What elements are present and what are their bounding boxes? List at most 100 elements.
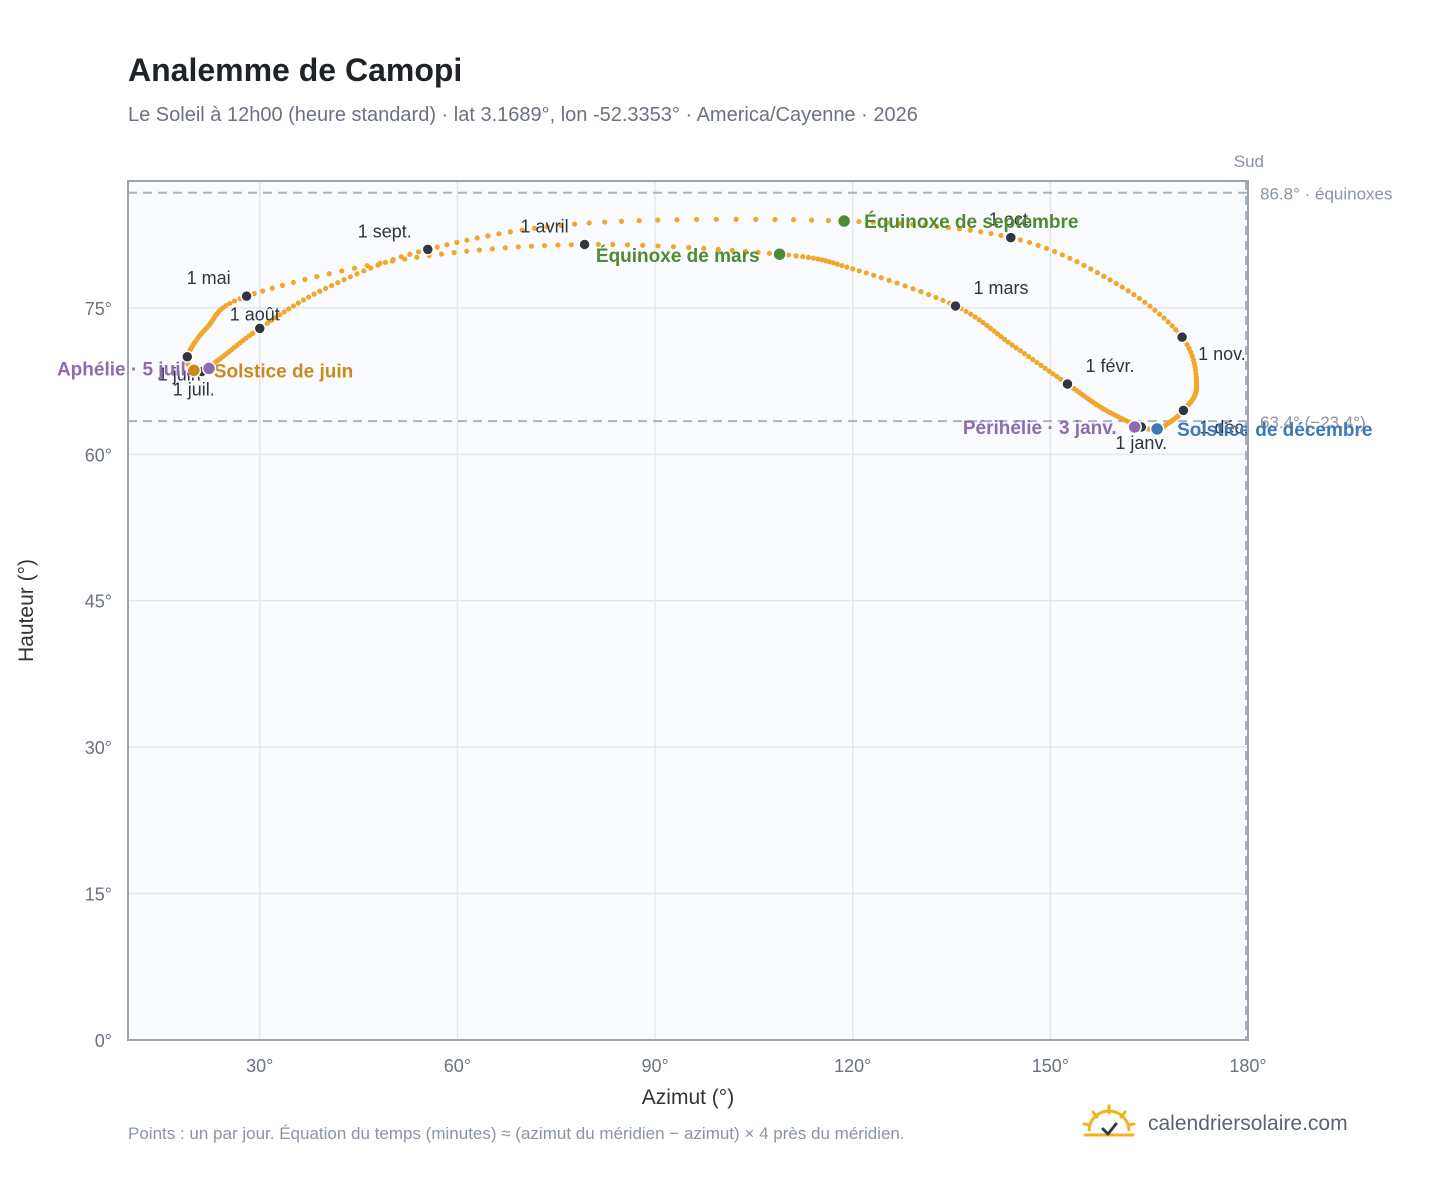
analemma-point [670,244,677,250]
analemma-point [415,249,422,255]
analemma-point [295,300,301,306]
analemma-point [1169,323,1175,329]
analemma-point [810,255,817,261]
direction-label: Sud [1234,152,1264,171]
analemma-point [926,291,932,298]
x-tick-label: 90° [641,1056,668,1076]
footnote: Points : un par jour. Équation du temps … [128,1124,905,1143]
analemma-point [306,294,312,300]
analemma-point [555,242,561,248]
analemma-point [963,308,969,315]
analemma-point [1026,239,1033,246]
analemma-point [438,251,445,257]
analemma-point [871,272,877,278]
event-label: Solstice de juin [214,361,353,382]
analemma-point [972,314,978,320]
analemma-point [1101,273,1107,279]
analemma-point [1165,319,1171,325]
analemma-point [934,223,940,229]
analemma-point [572,221,578,227]
x-axis-label: Azimut (°) [642,1086,734,1109]
analemma-point [793,253,799,259]
analemma-point [1156,311,1163,317]
analemma-point [273,315,279,321]
analemma-point [808,217,815,223]
analemma-point [987,325,993,331]
analemma-point [361,268,367,274]
analemma-point [444,242,450,248]
month-marker [1177,404,1190,417]
analemma-point [1074,259,1080,265]
analemma-point [753,216,759,222]
analemma-point [618,218,625,224]
analemma-point [897,220,903,227]
chart-title: Analemme de Camopi [128,52,463,88]
analemma-point [755,249,761,255]
analemma-point [329,282,335,289]
analemma-point [434,244,440,250]
analemma-point [1173,327,1179,333]
reference-lines: 86.8° · équinoxes 63.4° (−23.4°) [128,181,1393,1040]
analemma-point [1107,277,1113,283]
analemma-point [884,220,890,226]
month-label: 1 mars [973,278,1028,298]
analemma-point [610,241,616,248]
analemma-point [464,248,470,254]
analemma-point [323,285,329,291]
analemma-point [317,288,323,294]
analemma-point [558,222,564,228]
event-marker [836,213,852,229]
analemma-point [277,312,283,318]
plot-frame [127,180,1249,1041]
analemma-point [586,220,592,226]
analemma-point [785,252,792,258]
analemma-point [772,216,778,223]
analemma-point [742,248,749,254]
brand[interactable]: calendriersolaire.com [1082,1102,1348,1146]
analemma-point [595,241,601,247]
event-label: Équinoxe de septembre [864,211,1078,233]
analemma-point [655,243,661,249]
analemma-point [1017,237,1023,243]
event-marker [1127,419,1142,435]
analemma-point [674,217,680,223]
month-label: 1 janv. [1115,433,1167,453]
reference-line-label: 86.8° · équinoxes [1260,185,1393,204]
analemma-point [1161,315,1167,321]
analemma-point [542,242,548,249]
analemma-point [1119,284,1125,290]
analemma-point [454,239,460,246]
analemma-point [1057,376,1064,382]
analemma-point [231,298,238,304]
analemma-point [398,254,404,260]
x-tick-label: 30° [246,1056,273,1076]
analemma-point [984,322,990,328]
x-tick-label: 150° [1032,1056,1069,1076]
analemma-point [1030,356,1036,363]
analemma-point [998,232,1004,239]
analemma-point [910,286,916,292]
analemma-point [347,274,354,280]
analemma-point [1005,339,1011,345]
brand-name[interactable]: calendriersolaire.com [1148,1112,1348,1135]
analemma-point [729,247,735,253]
analemma-point [839,262,845,269]
analemma-point [894,280,900,286]
analemma-point [844,264,850,270]
analemma-point [1034,359,1040,366]
month-marker [1175,330,1189,344]
month-label: 1 juil. [173,379,215,399]
analemma-point [766,250,772,256]
analemma-point [335,280,341,286]
event-marker [772,246,787,262]
analemma-point [1125,288,1131,294]
analemma-point [978,229,984,235]
analemma-point [1131,291,1137,298]
analemma-point [311,291,317,297]
analemma-point [834,261,840,267]
plot-area [128,181,1248,1040]
analemma-point [856,268,862,274]
analemma-point [863,270,869,276]
